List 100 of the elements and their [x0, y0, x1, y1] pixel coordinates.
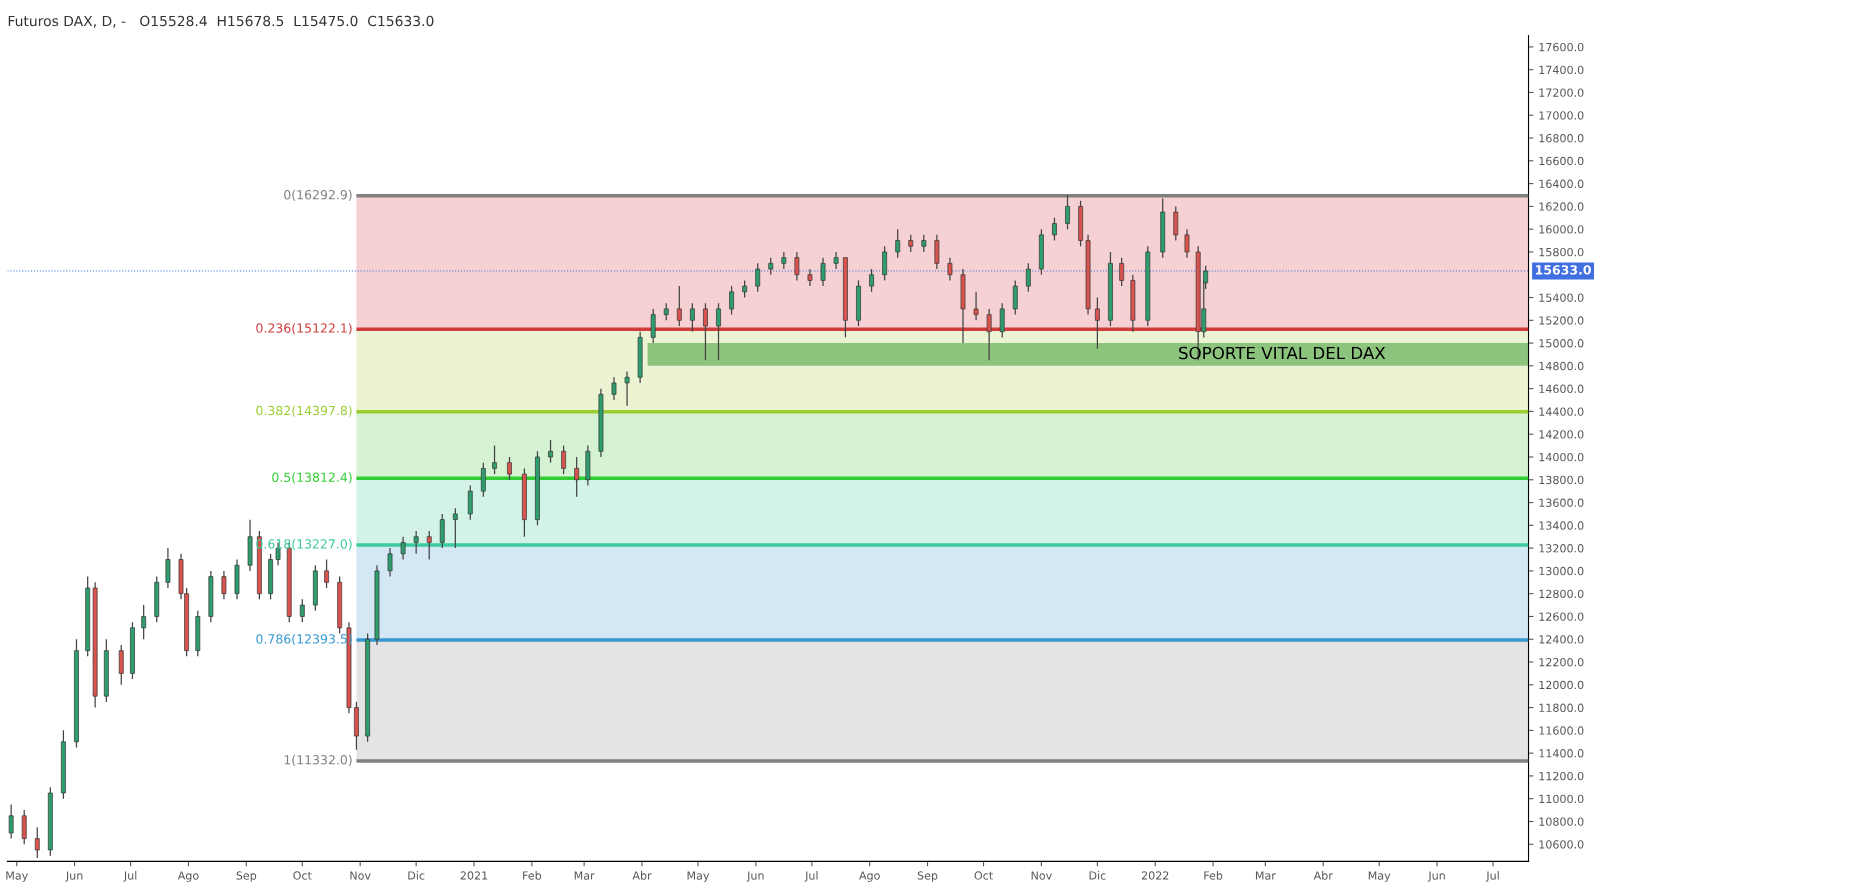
candlestick: [820, 257, 826, 287]
y-tick-label: 12000.0: [1539, 680, 1584, 690]
x-tick-label: 2021: [460, 871, 488, 880]
y-tick-label: 13600.0: [1539, 498, 1584, 507]
candlestick: [755, 262, 761, 293]
ref-line-label: 1(11332.0): [284, 754, 352, 766]
candlestick: [1052, 217, 1057, 242]
y-tick-label: 16000.0: [1539, 225, 1584, 234]
x-tick-label: Ago: [177, 871, 199, 882]
y-tick-label: 16800.0: [1539, 134, 1584, 143]
candlestick: [324, 558, 329, 589]
candlestick: [624, 370, 630, 407]
y-tick-label: 15200.0: [1539, 316, 1584, 325]
y-tick-label: 14600.0: [1539, 384, 1584, 394]
candlestick: [807, 268, 813, 287]
candlestick: [118, 644, 124, 686]
candlestick: [480, 462, 486, 498]
x-tick-label: Nov: [1031, 871, 1052, 880]
candlestick: [1094, 296, 1100, 350]
chart-title: Futuros DAX, D, - O15528.4 H15678.5 L15475.0 C15633.0: [8, 15, 434, 28]
candlestick: [833, 251, 839, 270]
y-tick-label: 14200.0: [1539, 430, 1584, 439]
candlestick: [611, 376, 617, 401]
candlestick: [703, 302, 708, 361]
y-tick-label: 11600.0: [1539, 726, 1584, 735]
candlestick: [1025, 262, 1031, 293]
y-tick-label: 14000.0: [1539, 452, 1584, 462]
y-tick-label: 17400.0: [1539, 65, 1584, 75]
candlestick: [426, 530, 432, 561]
candlestick: [882, 245, 888, 282]
x-tick-label: Mar: [574, 871, 595, 880]
x-tick-label: Oct: [293, 871, 312, 880]
ref-line-label: 0.236(15122.1): [256, 323, 352, 335]
candlestick: [34, 826, 40, 859]
y-tick-label: 13000.0: [1539, 566, 1584, 576]
candlestick: [507, 456, 512, 481]
y-tick-label: 14400.0: [1539, 407, 1584, 416]
y-tick-label: 13200.0: [1539, 544, 1584, 553]
y-tick-label: 16400.0: [1539, 179, 1584, 188]
y-tick-label: 11200.0: [1539, 771, 1584, 781]
candlestick: [452, 507, 458, 549]
y-tick-label: 15800.0: [1539, 247, 1584, 257]
x-tick-label: Jul: [1485, 871, 1499, 882]
y-tick-label: 16200.0: [1539, 202, 1584, 211]
y-tick-label: 13400.0: [1539, 521, 1584, 530]
candlestick: [1065, 194, 1070, 230]
x-tick-label: Jun: [746, 871, 764, 882]
candlestick: [467, 484, 473, 521]
ref-line-label: 0(16292.9): [284, 189, 352, 201]
ref-line-label: 0.382(14397.8): [256, 405, 352, 417]
y-tick-label: 11800.0: [1539, 703, 1584, 712]
y-tick-label: 14800.0: [1539, 361, 1584, 371]
x-tick-label: Jun: [65, 871, 83, 882]
y-tick-label: 15400.0: [1539, 293, 1584, 302]
y-tick-label: 17000.0: [1539, 111, 1584, 120]
y-tick-label: 13800.0: [1539, 475, 1584, 485]
x-tick-label: Jul: [123, 871, 137, 882]
candlestick: [947, 257, 953, 282]
candlestick: [869, 268, 874, 293]
x-tick-label: Feb: [523, 871, 542, 880]
y-tick-label: 17600.0: [1539, 42, 1584, 52]
candlestick: [165, 547, 171, 589]
y-tick-label: 12200.0: [1539, 657, 1584, 667]
x-tick-label: May: [687, 871, 710, 882]
y-tick-label: 12600.0: [1539, 612, 1584, 621]
candlestick: [1184, 228, 1190, 259]
band-label: SOPORTE VITAL DEL DAX: [1179, 346, 1386, 360]
candlestick: [8, 803, 14, 840]
x-tick-label: Ago: [859, 871, 880, 882]
candlestick: [400, 536, 406, 561]
candlestick: [21, 809, 27, 845]
y-tick-label: 17200.0: [1539, 88, 1584, 97]
x-tick-label: Abr: [632, 871, 652, 880]
candlestick: [895, 228, 901, 259]
x-tick-label: Oct: [974, 871, 993, 880]
candlestick: [387, 547, 393, 578]
candlestick: [548, 439, 553, 464]
candlestick: [973, 291, 979, 321]
ref-line-label: 0.5(13812.4): [272, 472, 352, 484]
x-tick-label: 2022: [1141, 871, 1169, 880]
y-tick-label: 16600.0: [1539, 156, 1584, 166]
y-tick-label: 11400.0: [1539, 749, 1584, 758]
x-tick-label: Nov: [350, 871, 371, 880]
x-tick-label: Sep: [917, 871, 938, 882]
x-tick-label: Sep: [236, 871, 257, 882]
candlestick: [561, 444, 566, 475]
candlestick: [934, 234, 940, 270]
candlestick: [986, 308, 992, 361]
x-tick-label: Dic: [1089, 871, 1106, 880]
x-tick-label: Feb: [1204, 871, 1223, 880]
candlestick: [299, 598, 305, 623]
candlestick: [676, 285, 682, 327]
candlestick: [141, 604, 147, 640]
y-tick-label: 11000.0: [1539, 794, 1584, 804]
candlestick: [492, 444, 497, 475]
x-tick-label: May: [6, 871, 28, 882]
candlestick: [1173, 205, 1179, 242]
candlestick: [999, 302, 1005, 339]
candlestick: [221, 570, 227, 600]
candlestick: [574, 456, 580, 498]
